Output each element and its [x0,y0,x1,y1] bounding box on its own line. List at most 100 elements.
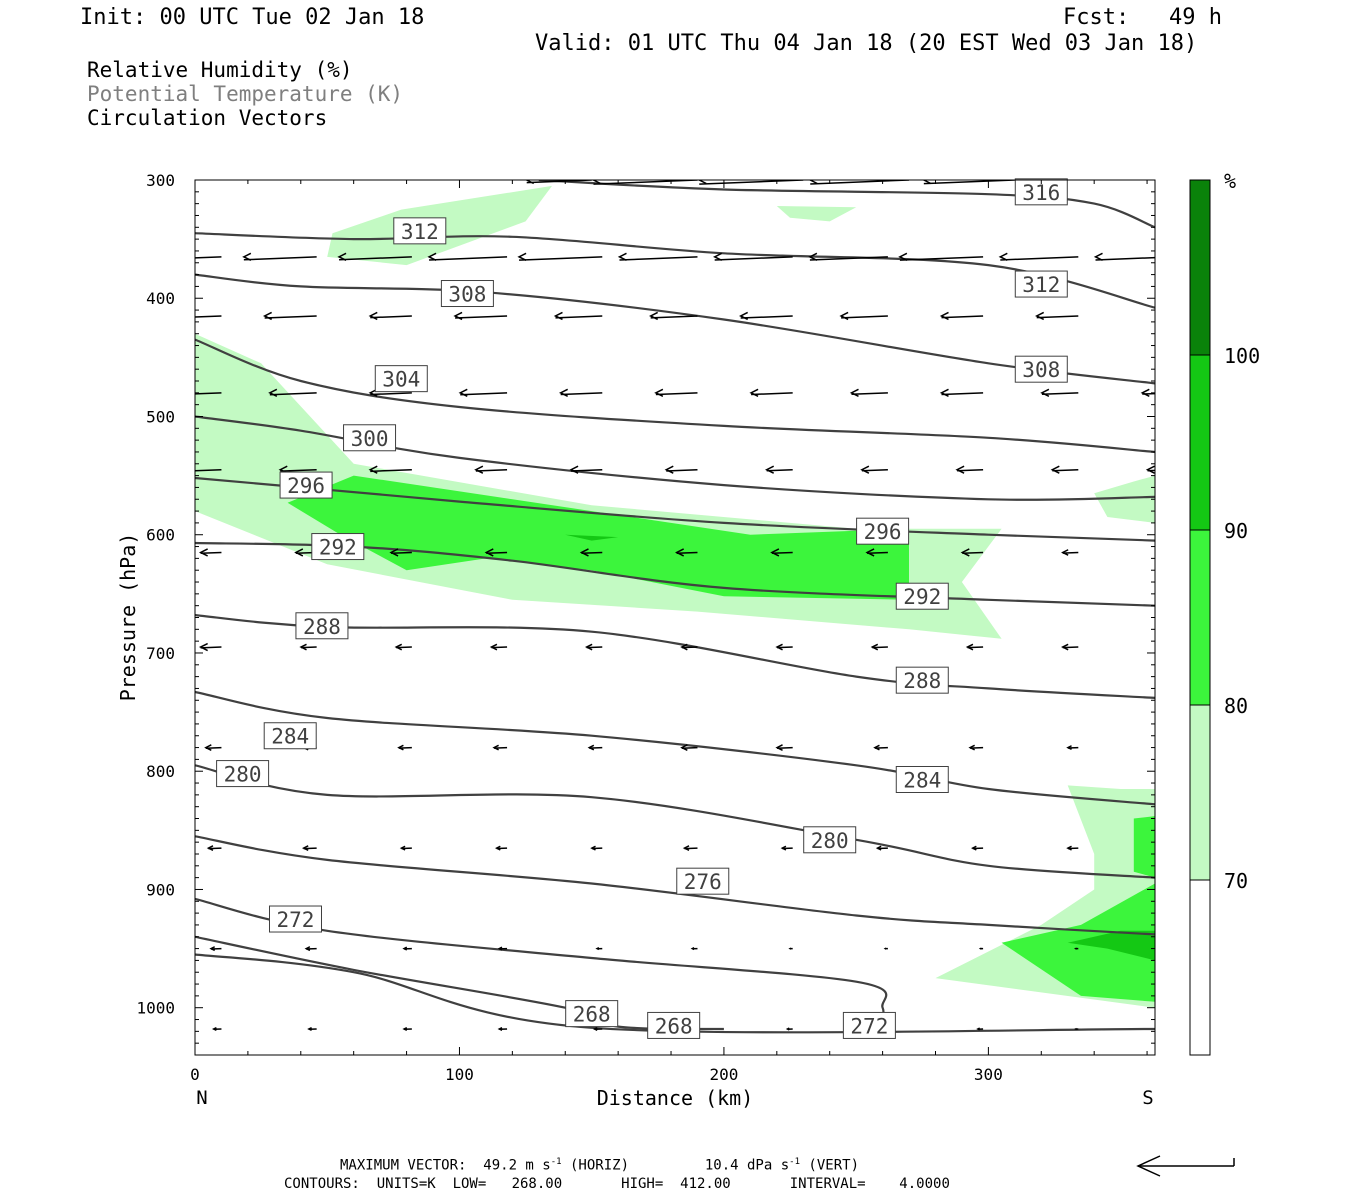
circulation-vector [680,643,698,651]
circulation-vector [770,548,793,557]
max-vector-vertical-tag: (VERT) [800,1157,860,1174]
circulation-vector [195,256,222,259]
circulation-vector [209,946,222,952]
circulation-vector [195,468,222,472]
circulation-vector [739,311,793,321]
x-axis-title: Distance (km) [597,1086,754,1110]
svg-text:300: 300 [351,427,389,451]
contour-label-296: 296 [279,471,333,499]
colorbar-label-90: 90 [1224,519,1248,543]
circulation-vector [590,845,603,851]
circulation-vector [1140,388,1155,398]
circulation-vector [808,180,910,185]
contour-labels: 316 312 312 308 308 304 300 296 296 292 292 288 288 2… [216,178,1068,1039]
contour-label-312: 312 [1014,270,1068,298]
circulation-vector [675,548,698,557]
colorbar-70-80 [1189,704,1211,881]
contour-label-312: 312 [393,217,447,245]
x-tick-label: 100 [445,1065,474,1084]
circulation-vector [402,946,412,951]
circulation-vector [484,548,508,557]
svg-text:288: 288 [903,669,941,693]
circulation-vector [922,180,1015,185]
circulation-vector [1066,745,1079,751]
rh-region-90-100 [565,534,619,541]
circulation-vector [494,845,508,851]
circulation-vector [775,643,793,651]
circulation-vector [1074,1027,1079,1031]
svg-text:296: 296 [864,520,902,544]
svg-text:284: 284 [903,768,941,792]
circulation-vector [579,548,603,557]
circulation-vector [875,845,888,851]
contour-label-272: 272 [268,905,322,933]
contour-label-308: 308 [440,280,494,308]
circulation-vector [587,744,603,751]
circulation-vector [397,744,412,751]
legend-circulation-vectors: Circulation Vectors [87,106,328,130]
reference-vector-arrow [1136,1155,1235,1177]
contour-label-272: 272 [842,1011,896,1039]
circulation-vector [617,252,698,262]
circulation-vector [976,1027,984,1031]
circulation-vector [998,252,1079,262]
circulation-vector [368,311,412,321]
circulation-vector [649,311,698,321]
contour-label-284: 284 [895,765,949,793]
svg-text:296: 296 [287,474,325,498]
circulation-vector [971,845,984,851]
contour-label-304: 304 [374,365,428,393]
circulation-vector [558,388,603,398]
theta-contour-312 [195,232,1155,309]
circulation-vector [960,548,984,557]
circulation-vector [402,1026,412,1032]
circulation-vector [839,311,888,321]
circulation-vector [1050,465,1079,474]
theta-contour-308 [195,273,1155,385]
max-vector-horizontal: MAXIMUM VECTOR: 49.2 m s [340,1157,551,1174]
y-tick-label: 900 [146,880,175,899]
circulation-vector [198,642,222,652]
contour-label-284: 284 [263,722,317,750]
svg-text:268: 268 [573,1003,611,1027]
contour-info: CONTOURS: UNITS=K LOW= 268.00 HIGH= 412.… [284,1176,950,1192]
circulation-vector [453,311,508,321]
theta-contour-300 [195,415,1155,501]
circulation-vector [591,180,698,185]
circulation-vector [301,845,317,852]
circulation-vector [592,1026,603,1032]
circulation-vector [780,845,793,851]
circulation-vector [808,252,888,262]
svg-text:272: 272 [277,908,315,932]
circulation-vector [860,465,888,474]
cross-section-chart: 316 312 312 308 308 304 300 296 296 292 292 288 288 2… [116,169,1260,1110]
svg-text:280: 280 [224,763,262,787]
circulation-vector [299,643,317,651]
theta-contour-268 [195,935,724,1031]
circulation-vector [492,744,508,751]
circulation-vector [427,252,508,262]
circulation-vector [595,947,603,951]
contour-label-292: 292 [895,582,949,610]
y-tick-label: 300 [146,171,175,190]
rh-region-90-100 [1067,930,1155,961]
circulation-vector [654,388,698,398]
contour-label-276: 276 [676,867,730,895]
contour-label-280: 280 [216,760,270,788]
circulation-vector [394,643,412,651]
circulation-vector [898,252,984,262]
circulation-vector [775,744,793,751]
circulation-vector [664,465,698,474]
svg-text:308: 308 [448,283,486,307]
y-tick-label: 1000 [136,999,175,1018]
svg-text:308: 308 [1022,358,1060,382]
circulation-vector [1035,311,1079,321]
max-vector-horizontal-exponent: -1 [550,1157,562,1167]
y-tick-label: 700 [146,644,175,663]
circulation-vector [682,845,698,852]
circulation-vector [553,311,603,321]
y-axis-title: Pressure (hPa) [116,533,140,702]
circulation-vector [489,643,508,651]
rh-region-70-80 [1094,475,1155,523]
circulation-vector [785,1027,793,1031]
